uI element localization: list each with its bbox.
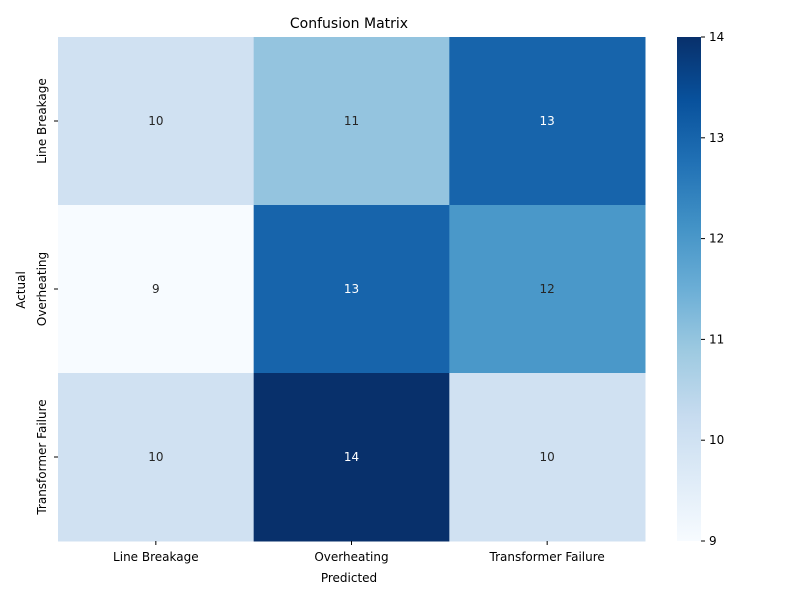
heatmap-cell: [58, 37, 255, 206]
heatmap-cell: [253, 373, 450, 542]
cell-value-label: 10: [148, 114, 163, 128]
colorbar-ticks: 9 10 11 12 13 14: [701, 30, 724, 548]
chart-title: Confusion Matrix: [290, 16, 408, 32]
heatmap-cell: [449, 37, 646, 206]
y-tick-label: Overheating: [35, 252, 49, 326]
heatmap-cell: [253, 37, 450, 206]
y-axis-ticks: Line Breakage Overheating Transformer Fail…: [35, 78, 58, 516]
cell-value-label: 14: [344, 450, 359, 464]
cell-value-label: 13: [540, 114, 555, 128]
heatmap-cell: [449, 205, 646, 374]
colorbar-tick-label: 12: [709, 232, 724, 246]
x-tick-label: Overheating: [314, 550, 388, 564]
colorbar-tick-label: 11: [709, 332, 724, 346]
heatmap-cells: 10 11 13 9 13 12 10 14 10: [58, 37, 646, 542]
colorbar: [677, 37, 701, 541]
colorbar-tick-label: 14: [709, 30, 724, 44]
y-tick-label: Line Breakage: [35, 78, 49, 164]
cell-value-label: 9: [152, 282, 160, 296]
x-tick-label: Line Breakage: [113, 550, 199, 564]
cell-value-label: 10: [540, 450, 555, 464]
heatmap-cell: [253, 205, 450, 374]
cell-value-label: 10: [148, 450, 163, 464]
heatmap-cell: [58, 373, 255, 542]
colorbar-tick-label: 10: [709, 433, 724, 447]
y-tick-label: Transformer Failure: [35, 399, 49, 515]
heatmap-cell: [449, 373, 646, 542]
colorbar-tick-label: 13: [709, 131, 724, 145]
x-axis-label: Predicted: [321, 571, 377, 585]
heatmap-cell: [58, 205, 255, 374]
x-axis-ticks: Line Breakage Overheating Transformer Fail…: [113, 541, 605, 564]
cell-value-label: 11: [344, 114, 359, 128]
y-axis-label: Actual: [14, 271, 28, 309]
cell-value-label: 13: [344, 282, 359, 296]
colorbar-tick-label: 9: [709, 534, 717, 548]
x-tick-label: Transformer Failure: [489, 550, 605, 564]
cell-value-label: 12: [540, 282, 555, 296]
